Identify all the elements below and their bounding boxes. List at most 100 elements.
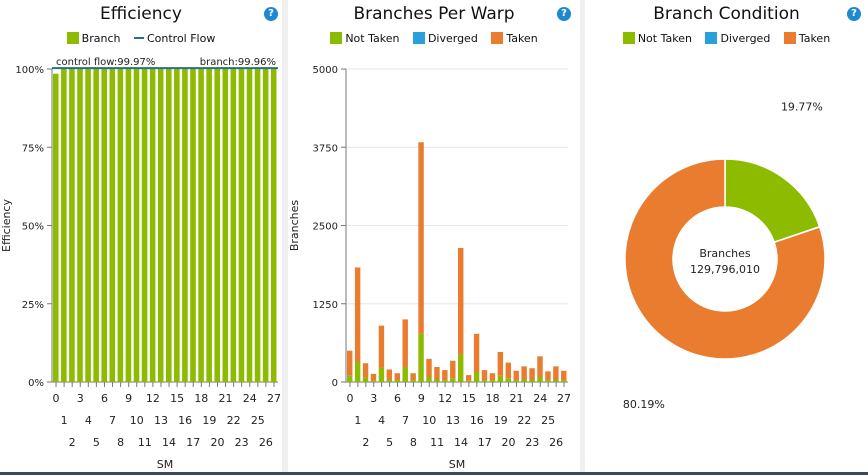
legend-item-diverged[interactable]: Diverged: [705, 31, 771, 45]
y-tick-label: 100%: [15, 65, 44, 76]
bar-not-taken: [505, 378, 511, 382]
branch-condition-panel: Branch Condition ? Not Taken Diverged Ta…: [585, 0, 868, 475]
x-tick-label: 13: [446, 414, 460, 427]
bar-branch: [77, 69, 83, 382]
x-tick-label: 23: [235, 436, 249, 449]
bar-branch: [149, 69, 156, 382]
taken-swatch: [783, 31, 796, 44]
x-tick-label: 9: [418, 392, 425, 405]
legend-item-taken[interactable]: Taken: [783, 31, 830, 45]
bar-branch: [222, 69, 229, 382]
legend-item-branch[interactable]: Branch: [66, 31, 121, 45]
bar-branch: [157, 69, 164, 382]
bar-branch: [214, 69, 220, 382]
y-tick-label: 0%: [28, 378, 44, 389]
y-tick-label: 2500: [313, 222, 338, 233]
x-tick-label: 27: [267, 392, 281, 405]
legend-item-control-flow[interactable]: Control Flow: [133, 32, 215, 45]
x-tick-label: 23: [525, 436, 539, 449]
bar-taken: [450, 360, 456, 379]
control-flow-swatch: [133, 36, 144, 39]
diverged-swatch: [412, 31, 425, 44]
x-tick-label: 9: [125, 392, 132, 405]
efficiency-panel: Efficiency ? Branch Control Flow 0% 25% 50…: [0, 0, 282, 475]
bar-branch: [206, 69, 212, 382]
x-tick-label: 15: [170, 392, 184, 405]
x-tick-label: 17: [478, 436, 492, 449]
bar-branch: [238, 69, 245, 382]
bar-not-taken: [553, 379, 559, 382]
legend-label: Taken: [506, 31, 538, 45]
legend-label: Branch: [81, 31, 121, 45]
bar-not-taken: [402, 366, 408, 382]
legend-item-not-taken[interactable]: Not Taken: [330, 31, 400, 45]
bar-taken: [378, 325, 385, 368]
x-tick-label: 4: [378, 414, 385, 427]
bar-not-taken: [410, 380, 416, 382]
x-tick-label: 14: [454, 436, 468, 449]
y-tick-label: 25%: [22, 300, 44, 311]
x-tick-label: 15: [462, 392, 476, 405]
bar-taken: [394, 373, 400, 381]
x-tick-label: 24: [533, 392, 547, 405]
bar-not-taken: [521, 379, 527, 382]
x-tick-label: 3: [77, 392, 84, 405]
bar-not-taken: [394, 380, 400, 382]
bar-taken: [465, 375, 472, 381]
branch-condition-title: Branch Condition: [653, 4, 800, 24]
branches-per-warp-title: Branches Per Warp: [353, 4, 515, 24]
bar-taken: [370, 373, 377, 381]
x-tick-label: 22: [517, 414, 531, 427]
x-tick-label: 25: [541, 414, 555, 427]
x-tick-label: 21: [219, 392, 233, 405]
condition-legend: Not Taken Diverged Taken: [585, 31, 868, 45]
condition-donut-chart: 19.77% 80.19% Branches 129,796,010: [623, 100, 826, 411]
x-tick-label: 10: [130, 414, 144, 427]
bar-not-taken: [489, 380, 496, 382]
efficiency-chart: 0%25%50%75%100%0123456789101112131415161…: [0, 57, 281, 471]
x-tick-label: 14: [162, 436, 176, 449]
slice-label: 80.19%: [623, 398, 665, 411]
bar-branch: [182, 69, 188, 382]
bar-taken: [426, 358, 432, 377]
bar-branch: [133, 69, 140, 382]
help-icon[interactable]: ?: [557, 7, 571, 21]
x-tick-label: 8: [117, 436, 124, 449]
bar-not-taken: [354, 361, 361, 382]
bar-taken: [489, 373, 496, 381]
x-axis-label: SM: [157, 458, 173, 471]
x-tick-label: 27: [557, 392, 571, 405]
bar-branch: [93, 69, 99, 382]
slice-taken: [624, 158, 826, 360]
legend-item-not-taken[interactable]: Not Taken: [622, 31, 692, 45]
bar-not-taken: [561, 380, 567, 382]
legend-label: Not Taken: [345, 31, 400, 45]
center-value: 129,796,010: [690, 263, 760, 276]
bar-not-taken: [529, 379, 535, 382]
x-tick-label: 26: [259, 436, 273, 449]
legend-label: Diverged: [720, 31, 771, 45]
branch-swatch: [66, 31, 79, 44]
x-tick-label: 2: [69, 436, 76, 449]
bar-not-taken: [426, 376, 432, 382]
bar-taken: [362, 363, 369, 378]
x-tick-label: 12: [438, 392, 452, 405]
taken-swatch: [491, 31, 504, 44]
legend-label: Not Taken: [637, 31, 692, 45]
bar-branch: [61, 69, 67, 382]
help-icon[interactable]: ?: [847, 7, 861, 21]
bar-not-taken: [362, 377, 369, 382]
bar-taken: [473, 333, 480, 372]
bar-taken: [521, 366, 527, 380]
x-tick-label: 13: [154, 414, 168, 427]
legend-item-diverged[interactable]: Diverged: [412, 31, 478, 45]
bar-taken: [442, 370, 448, 381]
bar-not-taken: [386, 379, 393, 382]
x-tick-label: 7: [109, 414, 116, 427]
help-icon[interactable]: ?: [264, 7, 278, 21]
x-tick-label: 6: [101, 392, 108, 405]
legend-item-taken[interactable]: Taken: [491, 31, 538, 45]
y-tick-label: 1250: [313, 300, 338, 311]
y-tick-label: 3750: [313, 143, 338, 154]
x-tick-label: 8: [410, 436, 417, 449]
